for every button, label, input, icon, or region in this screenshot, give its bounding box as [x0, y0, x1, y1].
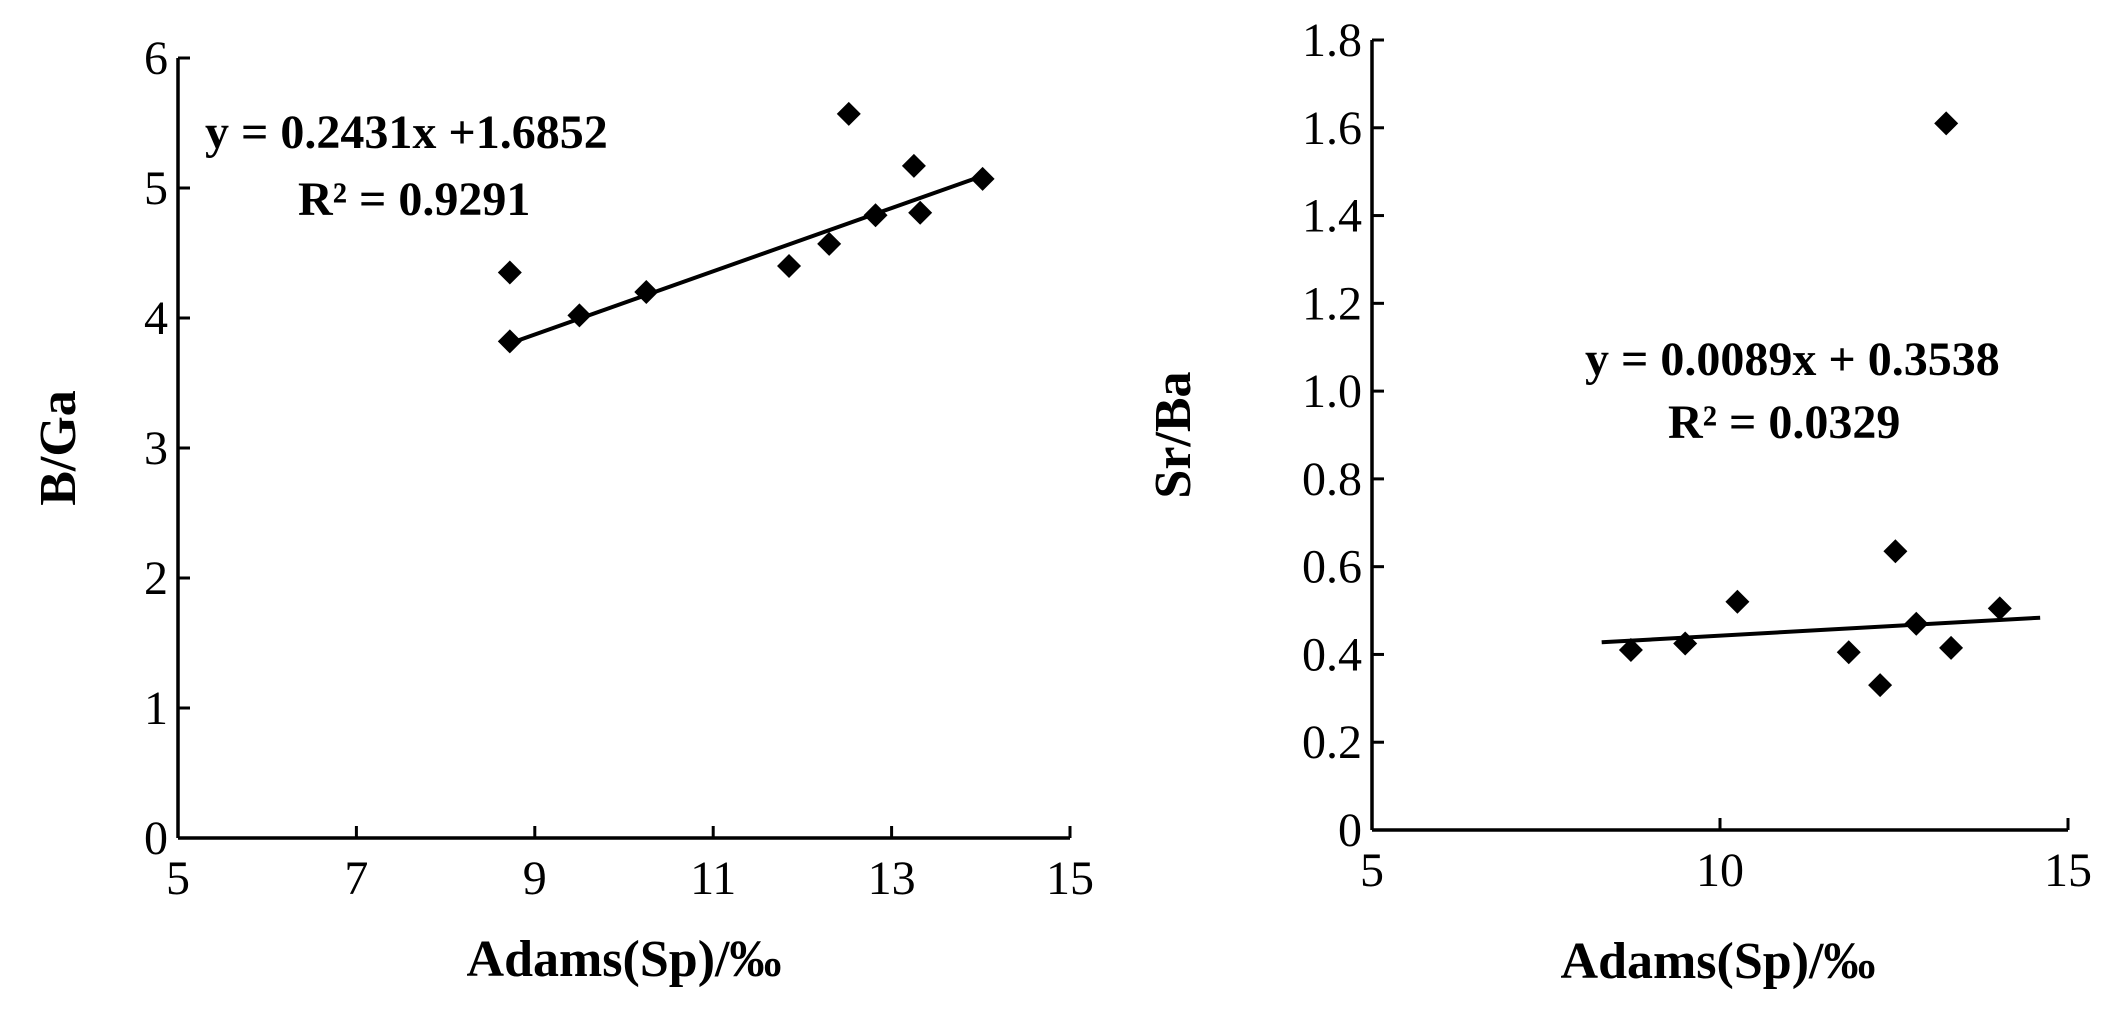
data-point — [836, 101, 861, 126]
x-tick-label: 15 — [1046, 852, 1094, 905]
data-point — [1883, 539, 1908, 564]
y-tick-label: 1.6 — [1302, 102, 1362, 155]
x-tick-labels: 5 7 9 11 13 15 — [166, 826, 1094, 905]
y-tick-labels: 0 1 2 3 4 5 6 — [144, 32, 190, 865]
y-tick-label: 3 — [144, 422, 168, 475]
r-squared: R² = 0.0329 — [1668, 396, 1900, 449]
y-axis-label: Sr/Ba — [1145, 371, 1202, 498]
y-tick-labels: 0 0.2 0.4 0.6 0.8 1.0 1.2 1.4 1.6 1.8 — [1302, 14, 1384, 857]
data-point — [1836, 640, 1861, 665]
x-tick-label: 11 — [690, 852, 736, 905]
x-tick-label: 13 — [868, 852, 916, 905]
y-tick-label: 0.8 — [1302, 453, 1362, 506]
r-squared: R² = 0.9291 — [298, 173, 530, 226]
chart-sr-ba: 0 0.2 0.4 0.6 0.8 1.0 1.2 1.4 1.6 1.8 5 10 15 y = 0… — [1145, 14, 2092, 990]
y-tick-label: 1 — [144, 682, 168, 735]
data-point — [970, 166, 995, 191]
y-tick-label: 0 — [144, 812, 168, 865]
y-tick-label: 0.2 — [1302, 716, 1362, 769]
y-tick-label: 1.8 — [1302, 14, 1362, 67]
data-point — [901, 153, 926, 178]
y-tick-label: 0.4 — [1302, 628, 1362, 681]
x-tick-label: 9 — [523, 852, 547, 905]
x-tick-label: 15 — [2044, 844, 2092, 897]
data-point — [567, 303, 592, 328]
x-axis-label: Adams(Sp)/‰ — [467, 931, 782, 988]
x-tick-label: 5 — [166, 852, 190, 905]
y-tick-label: 6 — [144, 32, 168, 85]
y-tick-label: 2 — [144, 552, 168, 605]
trendline-path — [1601, 615, 2041, 645]
data-point — [497, 260, 522, 285]
data-point — [497, 329, 522, 354]
data-point — [1939, 635, 1964, 660]
data-point — [817, 231, 842, 256]
regression-equation: y = 0.2431x +1.6852 — [205, 106, 608, 159]
y-tick-label: 1.2 — [1302, 277, 1362, 330]
x-axis-label: Adams(Sp)/‰ — [1561, 933, 1876, 990]
y-tick-label: 0 — [1338, 804, 1362, 857]
y-tick-label: 1.0 — [1302, 365, 1362, 418]
data-points — [1618, 111, 2012, 698]
chart-b-ga: 0 1 2 3 4 5 6 5 7 9 11 13 15 y = 0.2431x +1.6852 R²… — [30, 32, 1094, 988]
data-point — [1618, 638, 1643, 663]
x-tick-label: 5 — [1360, 844, 1384, 897]
data-point — [908, 200, 933, 225]
y-tick-label: 5 — [144, 162, 168, 215]
data-point — [1673, 631, 1698, 656]
y-axis-label: B/Ga — [30, 390, 87, 506]
data-points — [497, 101, 995, 354]
x-tick-label: 10 — [1696, 844, 1744, 897]
y-tick-label: 4 — [144, 292, 168, 345]
data-point — [1904, 611, 1929, 636]
data-point — [1934, 111, 1959, 136]
x-tick-label: 7 — [344, 852, 368, 905]
data-point — [634, 280, 659, 304]
regression-equation: y = 0.0089x + 0.3538 — [1585, 333, 2000, 386]
data-point — [1987, 596, 2012, 621]
y-tick-label: 0.6 — [1302, 541, 1362, 594]
data-point — [1868, 673, 1893, 698]
data-point — [777, 254, 802, 278]
trendline — [1601, 615, 2041, 645]
y-tick-label: 1.4 — [1302, 190, 1362, 243]
data-point — [1725, 589, 1750, 614]
x-tick-labels: 5 10 15 — [1360, 818, 2092, 897]
data-point — [863, 203, 888, 228]
